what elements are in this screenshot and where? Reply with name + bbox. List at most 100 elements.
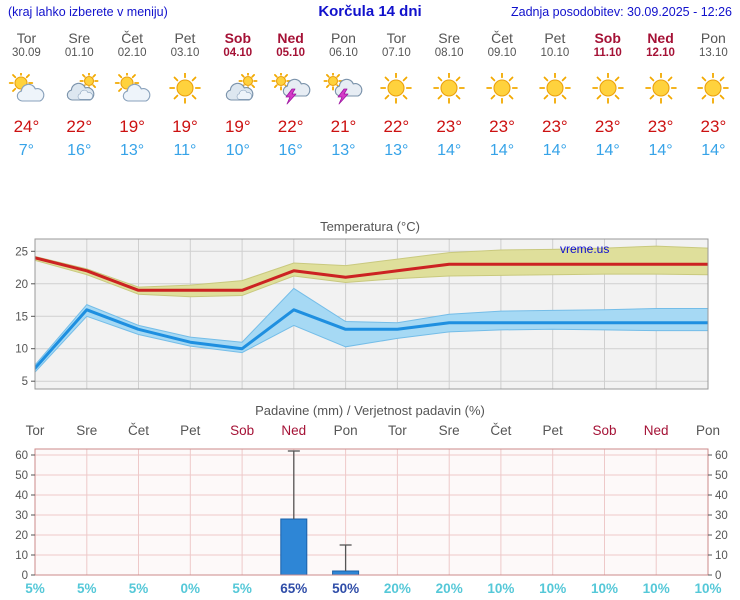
day-column: Sob 11.10 23° 14°	[581, 30, 634, 160]
day-date: 11.10	[593, 47, 622, 59]
min-temperature: 10°	[225, 142, 250, 159]
menu-hint: (kraj lahko izberete v meniju)	[8, 5, 168, 19]
day-date: 09.10	[487, 47, 517, 59]
precip-day-label: Ned	[643, 423, 669, 438]
sunny-icon	[528, 73, 581, 107]
day-name: Pon	[331, 30, 356, 46]
day-name: Tor	[16, 30, 37, 46]
sunny-icon	[634, 73, 687, 107]
day-name: Pet	[544, 30, 566, 46]
precip-day-label: Sre	[438, 423, 460, 438]
svg-text:60: 60	[715, 450, 728, 462]
precip-probability: 5%	[128, 581, 149, 596]
precip-day-label: Sre	[76, 423, 98, 438]
sunny-icon	[159, 73, 212, 107]
max-temperature: 24°	[13, 117, 40, 136]
precip-day-label: Tor	[388, 423, 407, 438]
precip-probability: 20%	[383, 581, 411, 596]
precip-day-label: Ned	[281, 423, 307, 438]
precip-whisker	[287, 450, 300, 519]
precip-bar	[332, 570, 360, 576]
min-temperature: 13°	[384, 142, 409, 159]
day-column: Čet 02.10 19° 13°	[106, 30, 159, 160]
min-temperature: 16°	[278, 142, 303, 159]
precip-day-label: Sob	[592, 423, 617, 438]
day-name: Ned	[277, 30, 304, 46]
day-column: Pon 06.10 21° 13°	[317, 30, 370, 160]
day-date: 12.10	[646, 47, 675, 59]
day-date: 03.10	[170, 47, 200, 59]
partly-cloudy-icon	[106, 73, 159, 107]
min-temperature: 13°	[331, 142, 356, 159]
cloudy-icon	[53, 73, 106, 107]
precip-whisker	[339, 544, 352, 571]
svg-text:20: 20	[715, 530, 728, 542]
day-column: Sob 04.10 19° 10°	[211, 30, 264, 160]
svg-text:60: 60	[15, 450, 28, 462]
svg-text:0: 0	[715, 570, 721, 582]
precip-probability: 10%	[487, 581, 515, 596]
svg-text:15: 15	[15, 311, 28, 323]
max-temperature: 19°	[172, 117, 198, 136]
precip-probability: 5%	[232, 581, 252, 596]
svg-text:40: 40	[15, 490, 28, 502]
min-temperature: 11°	[173, 142, 197, 159]
precip-probability: 10%	[539, 581, 567, 596]
precip-probability: 20%	[435, 581, 463, 596]
watermark-link[interactable]: vreme.us	[560, 242, 609, 256]
svg-text:5: 5	[22, 376, 28, 388]
day-name: Ned	[647, 30, 674, 46]
precip-probability: 10%	[694, 581, 722, 596]
day-column: Tor 30.09 24° 7°	[0, 30, 53, 160]
day-name: Sre	[68, 30, 91, 46]
precip-day-labels: Tor Sre Čet Pet Sob Ned Pon Tor Sre Čet Pet Sob Ned P…	[0, 423, 740, 440]
day-name: Pet	[174, 30, 196, 46]
precip-probability: 10%	[590, 581, 619, 596]
svg-text:10: 10	[715, 550, 728, 562]
sunny-icon	[370, 73, 423, 107]
precip-day-label: Pon	[695, 423, 721, 438]
min-temperature: 14°	[701, 142, 726, 159]
min-temperature: 14°	[542, 142, 567, 159]
sunny-icon	[476, 73, 529, 107]
day-date: 02.10	[117, 47, 147, 59]
precip-day-label: Pet	[542, 423, 563, 438]
day-column: Sre 08.10 23° 14°	[423, 30, 476, 160]
temperature-chart: 5 10 15 20 25 vreme.us	[0, 237, 740, 395]
svg-text:30: 30	[15, 510, 28, 522]
precip-probability: 0%	[180, 581, 201, 596]
day-column: Čet 09.10 23° 14°	[476, 30, 529, 160]
max-temperature: 23°	[436, 117, 463, 136]
precip-day-label: Čet	[127, 423, 149, 438]
day-date: 04.10	[223, 47, 253, 59]
precipitation-chart-title: Padavine (mm) / Verjetnost padavin (%)	[255, 403, 485, 418]
day-column: Tor 07.10 22° 13°	[370, 30, 423, 160]
svg-text:20: 20	[15, 530, 28, 542]
day-date: 06.10	[329, 47, 358, 59]
max-temperature: 19°	[224, 117, 251, 136]
max-temperature: 23°	[594, 117, 621, 136]
max-temperature: 22°	[277, 117, 304, 136]
max-temperature: 22°	[66, 117, 93, 136]
precip-bar	[280, 518, 308, 576]
day-column: Pet 10.10 23° 14°	[528, 30, 581, 160]
tmax-line	[35, 256, 708, 292]
min-temperature: 14°	[489, 142, 515, 159]
precip-probability: 5%	[77, 581, 97, 596]
day-date: 01.10	[64, 47, 94, 59]
day-name: Pon	[700, 30, 726, 46]
sunny-icon	[687, 73, 740, 107]
min-temperature: 13°	[120, 142, 145, 159]
day-date: 10.10	[540, 47, 570, 59]
svg-text:25: 25	[15, 246, 28, 258]
precip-day-label: Pon	[333, 423, 358, 438]
svg-text:20: 20	[15, 279, 28, 291]
max-temperature: 23°	[542, 117, 568, 136]
precip-day-label: Pet	[180, 423, 201, 438]
max-temperature: 22°	[383, 117, 410, 136]
min-temperature: 14°	[648, 142, 673, 159]
day-name: Čet	[491, 30, 513, 46]
day-date: 13.10	[699, 47, 728, 59]
precip-day-label: Tor	[25, 423, 45, 438]
